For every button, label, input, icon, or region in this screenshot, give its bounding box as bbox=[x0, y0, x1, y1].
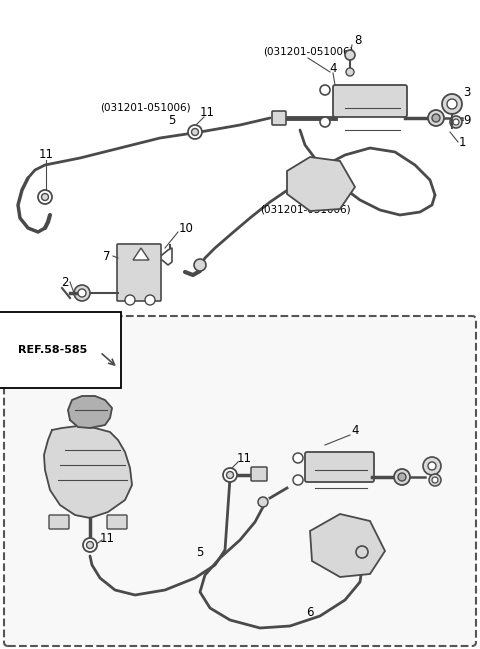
Circle shape bbox=[429, 474, 441, 486]
Circle shape bbox=[74, 285, 90, 301]
Circle shape bbox=[453, 119, 459, 125]
Text: 11: 11 bbox=[99, 532, 115, 545]
Circle shape bbox=[345, 50, 355, 60]
Circle shape bbox=[432, 114, 440, 122]
Text: 6: 6 bbox=[306, 606, 314, 618]
Circle shape bbox=[423, 457, 441, 475]
Circle shape bbox=[320, 117, 330, 127]
Polygon shape bbox=[133, 248, 149, 260]
Text: 5: 5 bbox=[196, 546, 204, 559]
Text: 11: 11 bbox=[38, 149, 53, 162]
FancyBboxPatch shape bbox=[251, 467, 267, 481]
Circle shape bbox=[356, 546, 368, 558]
Polygon shape bbox=[68, 396, 112, 428]
Text: 8: 8 bbox=[354, 34, 362, 47]
Circle shape bbox=[450, 116, 462, 128]
Circle shape bbox=[293, 475, 303, 485]
FancyBboxPatch shape bbox=[4, 316, 476, 646]
Text: 4: 4 bbox=[351, 424, 359, 437]
Polygon shape bbox=[287, 157, 355, 211]
Text: 4: 4 bbox=[329, 62, 337, 75]
FancyBboxPatch shape bbox=[305, 452, 374, 482]
Circle shape bbox=[398, 473, 406, 481]
Text: (031201-051006): (031201-051006) bbox=[260, 205, 350, 215]
Circle shape bbox=[86, 541, 94, 548]
Circle shape bbox=[432, 477, 438, 483]
Text: 1: 1 bbox=[458, 136, 466, 149]
Circle shape bbox=[447, 99, 457, 109]
Circle shape bbox=[125, 295, 135, 305]
Circle shape bbox=[442, 94, 462, 114]
Circle shape bbox=[38, 190, 52, 204]
Circle shape bbox=[293, 453, 303, 463]
Circle shape bbox=[428, 462, 436, 470]
Circle shape bbox=[188, 125, 202, 139]
Text: (051006-): (051006-) bbox=[52, 315, 107, 325]
Circle shape bbox=[223, 468, 237, 482]
Text: 6: 6 bbox=[304, 191, 312, 204]
Text: 7: 7 bbox=[103, 249, 111, 262]
Circle shape bbox=[145, 295, 155, 305]
Polygon shape bbox=[310, 514, 385, 577]
Text: 2: 2 bbox=[61, 275, 69, 289]
Circle shape bbox=[320, 85, 330, 95]
Polygon shape bbox=[44, 426, 132, 518]
FancyBboxPatch shape bbox=[49, 515, 69, 529]
Circle shape bbox=[192, 129, 199, 136]
Circle shape bbox=[258, 497, 268, 507]
FancyBboxPatch shape bbox=[107, 515, 127, 529]
Circle shape bbox=[428, 110, 444, 126]
Text: REF.58-585: REF.58-585 bbox=[18, 345, 87, 355]
Circle shape bbox=[78, 289, 86, 297]
Text: 3: 3 bbox=[463, 86, 471, 99]
Text: (031201-051006): (031201-051006) bbox=[263, 47, 353, 57]
Circle shape bbox=[194, 259, 206, 271]
Text: 5: 5 bbox=[168, 114, 176, 127]
Text: (031201-051006): (031201-051006) bbox=[100, 103, 190, 113]
Circle shape bbox=[394, 469, 410, 485]
Text: 10: 10 bbox=[179, 221, 193, 234]
FancyBboxPatch shape bbox=[333, 85, 407, 117]
Circle shape bbox=[83, 538, 97, 552]
Text: 9: 9 bbox=[463, 114, 471, 127]
FancyBboxPatch shape bbox=[117, 244, 161, 301]
Text: 11: 11 bbox=[200, 106, 215, 119]
Circle shape bbox=[227, 472, 233, 478]
Circle shape bbox=[41, 193, 48, 201]
Text: 11: 11 bbox=[237, 452, 252, 465]
Circle shape bbox=[346, 68, 354, 76]
FancyBboxPatch shape bbox=[272, 111, 286, 125]
